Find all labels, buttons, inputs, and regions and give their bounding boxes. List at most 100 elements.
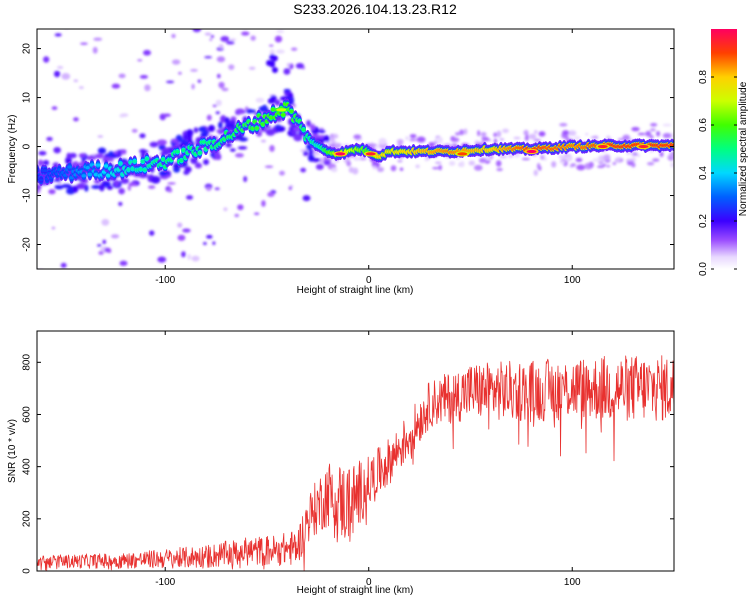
spectrogram-noise-blob xyxy=(646,161,655,166)
snr-ylabel: SNR (10 * v/v) xyxy=(7,419,18,483)
spectrogram-noise-blob xyxy=(241,31,250,36)
spectrogram-noise-blob xyxy=(58,280,62,285)
spectrogram-noise-blob xyxy=(590,136,598,139)
spectrogram-noise-blob xyxy=(73,117,79,122)
spectrogram-noise-blob xyxy=(264,165,274,168)
spectrogram-ridge-cell xyxy=(260,122,266,126)
snr-x-tick-label: 100 xyxy=(564,577,581,588)
colorbar-tick-label: 0.2 xyxy=(698,214,709,228)
snr-y-tick-label: 400 xyxy=(22,458,33,475)
spectrogram-blob xyxy=(186,129,194,137)
spectrogram-ridge-cell xyxy=(254,126,260,130)
spectrogram-ridge-cell xyxy=(288,109,294,113)
spectrogram-noise-blob xyxy=(94,311,98,314)
spectrogram-blob xyxy=(216,129,224,133)
spectrogram-ridge-cell xyxy=(42,169,48,173)
spectrogram-noise-blob xyxy=(496,167,503,172)
spectrogram-noise-blob xyxy=(592,158,601,162)
spectrogram-noise-blob xyxy=(38,151,47,156)
spectrogram-noise-blob xyxy=(73,79,79,83)
spectrogram-blob xyxy=(225,142,232,148)
spectrogram-noise-blob xyxy=(274,35,283,43)
spectrogram-ridge-cell xyxy=(128,160,134,164)
spectrogram-noise-blob xyxy=(144,84,151,92)
colorbar-ticks: 0.0 0.2 0.4 0.6 0.8 xyxy=(698,70,737,276)
spectrogram-blob xyxy=(54,184,64,190)
spectrogram-ridge-cell xyxy=(118,161,123,166)
spectrogram-noise-blob xyxy=(197,79,202,83)
spectrogram-noise-blob xyxy=(525,134,529,142)
spectrogram-noise-blob xyxy=(250,35,256,41)
spectrogram-noise-blob xyxy=(333,140,337,144)
spectrogram-noise-blob xyxy=(534,130,538,134)
colorbar-tick-label: 0.4 xyxy=(698,166,709,180)
spectrogram-noise-blob xyxy=(38,273,47,278)
spectrogram-blob xyxy=(224,123,234,128)
spectrogram-noise-blob xyxy=(193,127,199,133)
spectrogram-blob xyxy=(317,129,326,134)
spectrogram-noise-blob xyxy=(65,29,68,30)
spectrogram-noise-blob xyxy=(60,262,67,268)
spectrogram-noise-blob xyxy=(99,5,106,12)
snr-frame xyxy=(36,330,675,572)
spectrogram-noise-blob xyxy=(575,157,583,162)
spectrogram-noise-blob xyxy=(626,158,634,162)
spectrogram-noise-blob xyxy=(182,228,191,233)
spectrogram-noise-blob xyxy=(177,222,183,228)
spectrogram-noise-blob xyxy=(216,56,226,63)
spectrogram-noise-blob xyxy=(105,282,108,284)
spectrogram-noise-blob xyxy=(302,195,311,202)
spectrogram-noise-blob xyxy=(98,251,104,255)
spectrogram-ridge-cell xyxy=(37,168,40,172)
spectrogram-ridge xyxy=(37,98,674,186)
spectrogram-noise-blob xyxy=(118,201,123,207)
spectrogram-noise-blob xyxy=(53,146,61,154)
spectrogram-noise-blob xyxy=(597,165,605,168)
spectrogram-ridge-cell xyxy=(221,137,227,141)
spectrogram-blob xyxy=(48,189,56,195)
spectrogram-noise-blob xyxy=(438,164,443,171)
spectrogram-blob xyxy=(288,92,294,98)
spectrogram-noise-blob xyxy=(43,56,50,63)
spectrogram-noise-blob xyxy=(168,188,173,193)
spectrogram-frame xyxy=(36,28,675,270)
snr-plot-area xyxy=(37,331,674,571)
spectrogram-ridge-cell xyxy=(38,178,44,182)
spectrogram-noise-blob xyxy=(119,260,128,266)
spectrogram-noise-blob xyxy=(93,37,103,41)
spectrogram-noise-blob xyxy=(206,234,213,239)
spectrogram-noise-blob xyxy=(528,133,537,140)
spectrogram-blob xyxy=(315,163,324,170)
spectrogram-noise-blob xyxy=(192,29,202,33)
spectrogram-blob xyxy=(113,180,120,187)
spectrogram-noise-blob xyxy=(508,155,514,158)
colorbar: 0.0 0.2 0.4 0.6 0.8 Normalized spectral ampl… xyxy=(698,29,749,276)
spectrogram-noise-blob xyxy=(496,130,502,138)
spectrogram-blob xyxy=(218,121,223,129)
spectrogram-x-tick-label: 100 xyxy=(564,275,581,286)
spectrogram-noise-blob xyxy=(603,154,611,161)
spectrogram-noise-blob xyxy=(92,46,98,54)
spectrogram-noise-blob xyxy=(276,29,285,34)
spectrogram-blob xyxy=(68,152,77,159)
spectrogram-noise-blob xyxy=(662,123,672,127)
spectrogram-blob xyxy=(271,55,278,62)
spectrogram-noise-blob xyxy=(255,97,265,103)
spectrogram-noise-blob xyxy=(543,157,547,161)
spectrogram-noise-blob xyxy=(269,49,275,56)
spectrogram-noise-blob xyxy=(551,161,557,168)
spectrogram-ridge-cell xyxy=(160,157,166,161)
spectrogram-blob xyxy=(283,88,291,93)
spectrogram-noise-blob xyxy=(133,290,138,294)
spectrogram-blob xyxy=(101,180,110,185)
spectrogram-noise-blob xyxy=(269,145,275,152)
spectrogram-noise-blob xyxy=(107,248,112,254)
spectrogram-noise-blob xyxy=(319,157,324,165)
spectrogram-noise-blob xyxy=(220,35,230,42)
spectrogram-noise-blob xyxy=(212,241,216,245)
spectrogram-noise-blob xyxy=(631,162,636,168)
spectrogram-noise-blob xyxy=(562,130,570,136)
spectrogram-x-tick-label: -100 xyxy=(155,275,175,286)
spectrogram-noise-blob xyxy=(659,151,664,158)
